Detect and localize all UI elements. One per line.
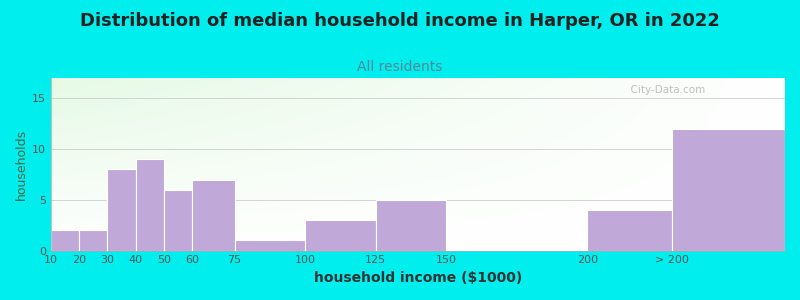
Bar (51, 230, 79, 250)
Text: Distribution of median household income in Harper, OR in 2022: Distribution of median household income … (80, 12, 720, 30)
Bar (107, 169, 136, 250)
Y-axis label: households: households (15, 129, 28, 200)
Bar (192, 179, 234, 250)
Bar (672, 129, 785, 250)
Bar (587, 210, 672, 250)
Text: City-Data.com: City-Data.com (623, 85, 705, 95)
Text: All residents: All residents (358, 60, 442, 74)
Bar (234, 240, 305, 250)
Bar (79, 230, 107, 250)
Bar (305, 220, 376, 250)
X-axis label: household income ($1000): household income ($1000) (314, 271, 522, 285)
Bar (136, 159, 164, 250)
Bar (376, 200, 446, 250)
Bar (164, 190, 192, 250)
